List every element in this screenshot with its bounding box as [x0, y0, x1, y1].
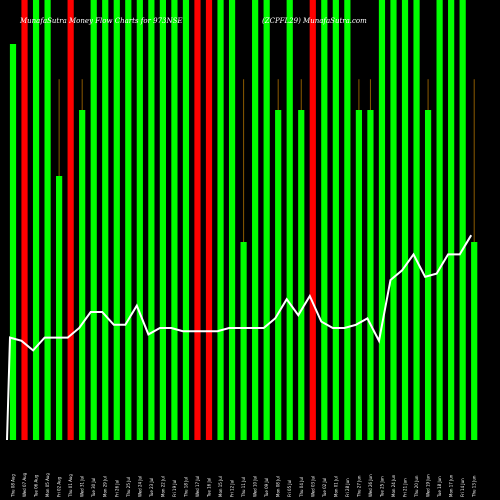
bars-group	[9, 0, 478, 440]
x-tick-label: Mon 05 Aug	[45, 473, 50, 497]
bar	[252, 0, 259, 440]
x-tick-label: Thu 11 Jul	[241, 477, 246, 498]
bar	[263, 0, 270, 440]
bar	[344, 0, 351, 440]
bar	[240, 242, 247, 440]
bar	[90, 0, 97, 440]
x-tick-label: Tue 18 Jun	[437, 476, 442, 498]
bar	[171, 0, 178, 440]
bar	[136, 0, 143, 440]
x-tick-label: Tue 02 Jul	[322, 478, 327, 498]
x-tick-label: Wed 24 Jul	[137, 476, 142, 497]
money-flow-line	[6, 234, 473, 441]
x-tick-label: Wed 17 Jul	[195, 476, 200, 497]
x-tick-labels: Thu 08 Aug Wed 07 Aug Tue 06 Aug Mon 05 Aug…	[11, 472, 477, 498]
x-tick-label: Fri 19 Jul	[172, 480, 177, 497]
bar	[390, 0, 397, 440]
x-tick-label: Tue 30 Jul	[91, 478, 96, 498]
x-tick-label: Wed 26 Jun	[368, 474, 373, 497]
x-tick-label: Thu 08 Aug	[11, 474, 16, 498]
x-tick-label: Wed 19 Jun	[426, 474, 431, 497]
chart-title-left: MunafaSutra Money Flow Charts for 973NSE	[19, 17, 183, 25]
x-tick-label: Fri 14 Jun	[460, 478, 465, 497]
chart-titles: MunafaSutra Money Flow Charts for 973NSE…	[19, 17, 367, 25]
bar	[321, 0, 328, 440]
x-tick-label: Fri 02 Aug	[57, 476, 62, 497]
bar	[56, 176, 63, 440]
x-tick-label: Tue 25 Jun	[379, 476, 384, 498]
x-tick-label: Tue 23 Jul	[149, 478, 154, 498]
bar	[275, 110, 282, 440]
bar	[159, 0, 166, 440]
x-tick-label: Wed 31 Jul	[80, 476, 85, 497]
x-tick-label: Fri 28 Jun	[345, 478, 350, 497]
bar	[113, 0, 120, 440]
bar	[205, 0, 213, 440]
bar	[182, 0, 190, 440]
x-tick-label: Mon 01 Jul	[333, 476, 338, 497]
bar	[125, 0, 132, 440]
x-tick-label: Wed 10 Jul	[253, 476, 258, 497]
bar	[436, 0, 443, 440]
x-tick-label: Thu 25 Jul	[126, 477, 131, 498]
bar	[32, 0, 40, 440]
bar	[471, 242, 478, 440]
x-tick-label: Fri 12 Jul	[230, 480, 235, 497]
x-tick-label: Mon 22 Jul	[160, 476, 165, 497]
bar	[21, 0, 28, 440]
x-tick-label: Thu 18 Jul	[183, 477, 188, 498]
bar	[459, 0, 466, 440]
x-tick-label: Mon 29 Jul	[103, 476, 108, 497]
bar	[309, 0, 316, 440]
x-tick-label: Thu 20 Jun	[414, 475, 419, 498]
bar	[355, 110, 362, 440]
bar	[194, 0, 201, 440]
bar	[332, 0, 339, 440]
bar	[228, 0, 236, 440]
x-tick-label: Wed 07 Aug	[22, 472, 27, 497]
bar	[367, 110, 374, 440]
chart-title-right: (ZCPFL29) MunafaSutra.com	[262, 17, 367, 25]
bar	[79, 110, 86, 440]
x-tick-label: Mon 17 Jun	[449, 474, 454, 497]
x-tick-label: Fri 21 Jun	[403, 478, 408, 497]
bar	[286, 0, 293, 440]
x-tick-label: Thu 27 Jun	[356, 475, 361, 498]
bar	[217, 0, 224, 440]
bar	[9, 44, 17, 440]
bar	[44, 0, 51, 440]
x-tick-label: Fri 26 Jul	[114, 480, 119, 497]
bar	[67, 0, 74, 440]
bar	[448, 0, 455, 440]
x-tick-label: Thu 01 Aug	[68, 474, 73, 498]
bar	[148, 0, 155, 440]
bar	[413, 0, 420, 440]
bar	[102, 0, 109, 440]
x-tick-label: Thu 04 Jul	[299, 477, 304, 498]
x-tick-label: Tue 09 Jul	[264, 478, 269, 498]
x-tick-label: Mon 15 Jul	[218, 476, 223, 497]
x-tick-label: Mon 24 Jun	[391, 474, 396, 497]
x-tick-label: Mon 08 Jul	[276, 476, 281, 497]
x-tick-label: Thu 13 Jun	[472, 475, 477, 498]
x-tick-label: Wed 03 Jul	[310, 476, 315, 497]
x-tick-label: Fri 05 Jul	[287, 480, 292, 497]
bar	[401, 0, 409, 440]
bar	[378, 0, 386, 440]
x-tick-label: Tue 06 Aug	[34, 474, 39, 498]
bar	[298, 110, 305, 440]
x-tick-label: Tue 16 Jul	[207, 478, 212, 498]
